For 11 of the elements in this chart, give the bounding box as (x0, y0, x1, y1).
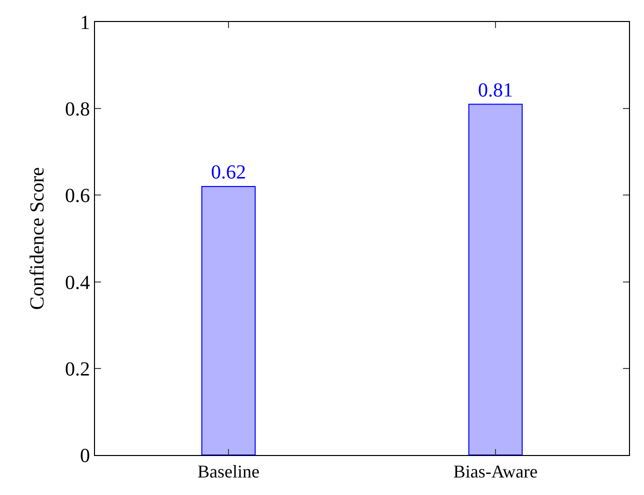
y-tick-label: 0.6 (65, 185, 90, 208)
x-tick-label: Bias-Aware (453, 462, 538, 482)
x-tick-label: Baseline (198, 462, 260, 482)
y-axis-title: Confidence Score (26, 167, 48, 310)
y-tick-label: 1 (80, 12, 90, 34)
y-tick-label: 0.8 (65, 98, 90, 121)
data-label: 0.62 (211, 162, 246, 184)
y-tick-label: 0 (80, 445, 90, 467)
y-tick-label: 0.4 (65, 272, 90, 294)
y-tick-label: 0.2 (65, 358, 90, 380)
data-label: 0.81 (478, 79, 513, 102)
